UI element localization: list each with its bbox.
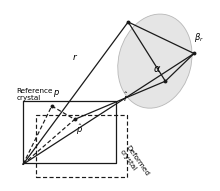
Text: $\hat{r}$: $\hat{r}$	[123, 91, 130, 104]
Text: $\alpha$: $\alpha$	[153, 64, 161, 74]
Ellipse shape	[118, 14, 192, 108]
Text: $p$: $p$	[53, 88, 60, 99]
Text: $r$: $r$	[72, 52, 79, 62]
Text: Deformed
crystal: Deformed crystal	[119, 144, 150, 181]
Text: $\hat{p}$: $\hat{p}$	[76, 123, 82, 137]
Text: Reference
crystal: Reference crystal	[16, 88, 53, 101]
Text: $\beta_r$: $\beta_r$	[194, 31, 204, 44]
